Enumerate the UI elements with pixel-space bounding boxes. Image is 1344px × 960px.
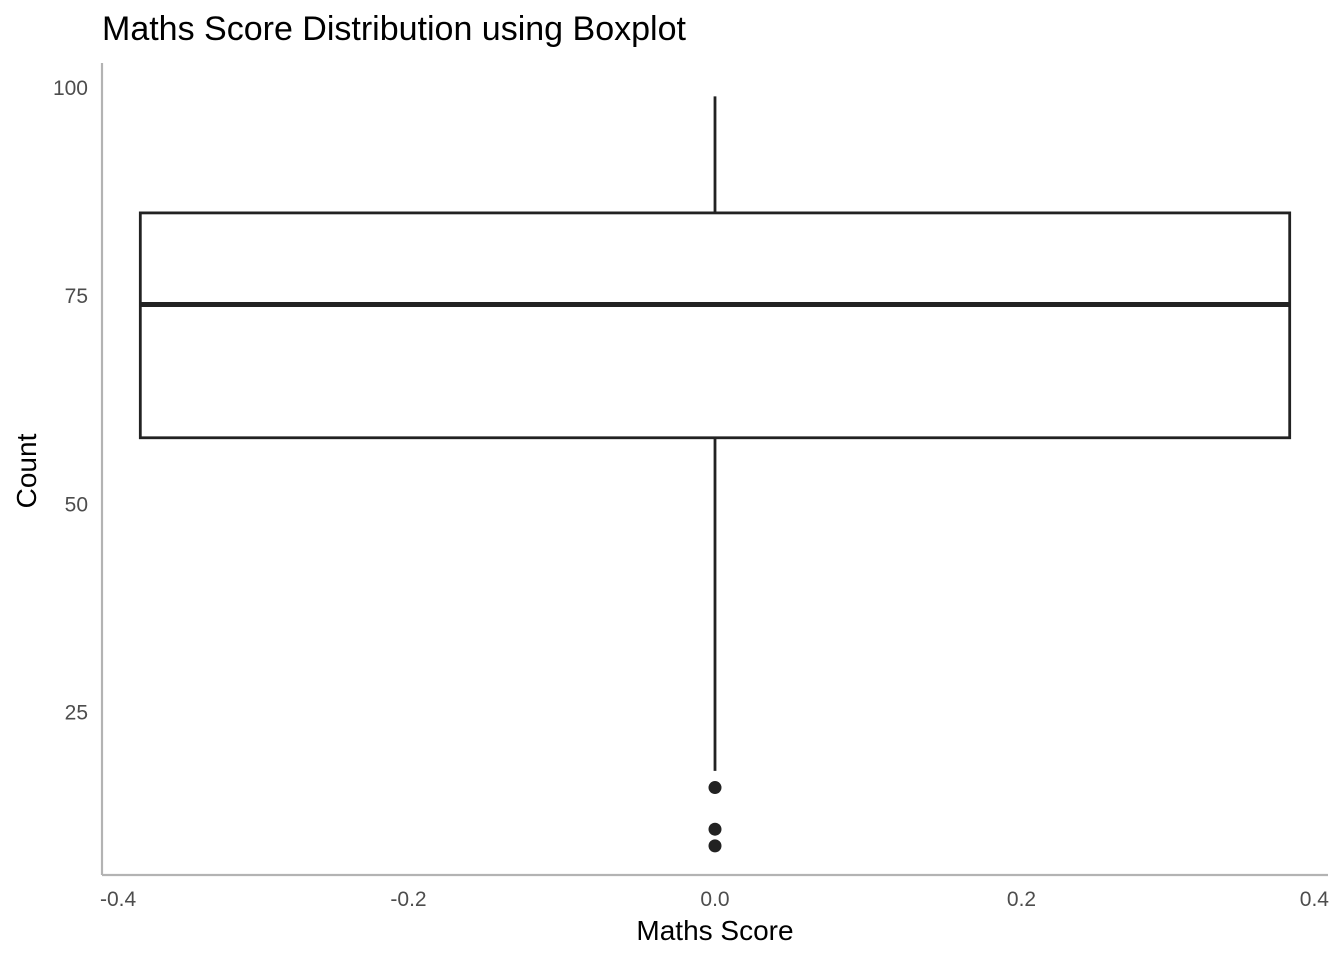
x-tick-label: 0.4 [1300,888,1330,911]
iqr-box [138,211,1292,440]
boxplot [138,96,1292,853]
outlier-point [708,781,722,795]
y-tick-label: 50 [65,493,88,516]
y-axis-title: Count [11,433,42,508]
y-tick-label: 75 [65,285,88,308]
chart-title: Maths Score Distribution using Boxplot [102,10,686,48]
y-tick-label: 100 [53,77,88,100]
x-tick-label: 0.0 [700,888,729,911]
x-tick-label: 0.2 [1007,888,1036,911]
y-tick-label: 25 [65,702,88,725]
x-tick-label: -0.4 [100,888,137,911]
x-tick-label: -0.2 [390,888,426,911]
x-tick-labels: -0.4 -0.2 0.0 0.2 0.4 [100,888,1329,911]
outlier-point [708,839,722,853]
outlier-point [708,822,722,836]
y-tick-labels: 25 50 75 100 [53,77,88,725]
axes [100,63,1328,877]
x-axis-title: Maths Score [636,915,793,946]
